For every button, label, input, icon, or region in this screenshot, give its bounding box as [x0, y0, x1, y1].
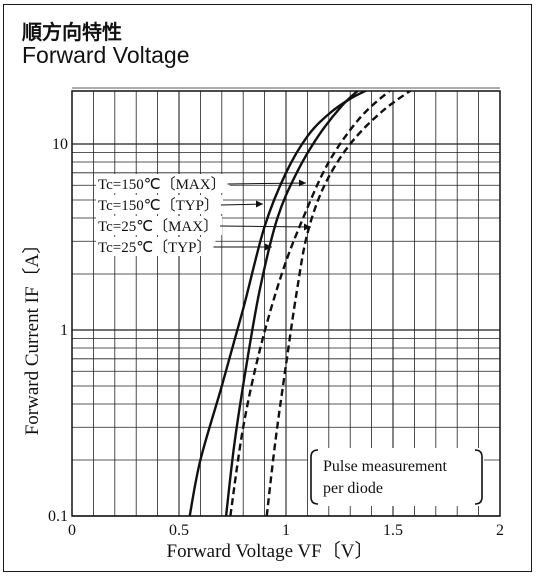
x-tick-label: 0: [68, 522, 76, 539]
tick-labels: 0 0.5 1 1.5 2 0.1 1 10: [48, 136, 504, 539]
x-tick-label: 1: [282, 522, 290, 539]
grid: [72, 87, 500, 517]
x-tick-label: 2: [496, 522, 504, 539]
legend-label-background: [96, 195, 223, 214]
chart-title-english: Forward Voltage: [22, 42, 190, 68]
y-tick-label: 10: [52, 136, 68, 153]
note-bracket-right: [474, 449, 483, 505]
y-axis-label: Forward Current IF〔A〕: [21, 235, 43, 436]
series-curve: [188, 91, 369, 516]
note-line: per diode: [323, 480, 383, 497]
note-background: [308, 448, 484, 506]
legend: Tc=150℃〔MAX〕 Tc=150℃〔TYP〕 Tc=25℃〔MAX〕 Tc=25…: [96, 174, 312, 256]
legend-arrowhead: [256, 200, 263, 208]
x-axis-label: Forward Voltage VF〔V〕: [167, 540, 374, 562]
legend-label: Tc=25℃〔TYP〕: [98, 239, 211, 256]
legend-arrowhead: [265, 243, 272, 251]
series-curve: [224, 91, 360, 516]
legend-label-background: [96, 174, 230, 193]
note-line: Pulse measurement: [323, 458, 448, 475]
y-tick-label: 1: [60, 322, 68, 339]
legend-label: Tc=150℃〔MAX〕: [98, 176, 226, 193]
legend-label-background: [96, 216, 223, 235]
legend-leader-line: [220, 225, 312, 228]
legend-leader-line: [227, 182, 307, 185]
legend-label: Tc=25℃〔MAX〕: [98, 218, 218, 235]
legend-arrowhead: [299, 179, 306, 187]
legend-label-background: [96, 237, 216, 256]
chart-title-japanese: 順方向特性: [22, 20, 122, 44]
x-tick-label: 1.5: [383, 522, 403, 539]
plot-border: [71, 90, 501, 517]
legend-leader-line: [220, 203, 264, 206]
curves: [188, 91, 413, 516]
series-curve: [265, 91, 413, 516]
note-bracket-left: [310, 449, 319, 505]
x-tick-label: 0.5: [169, 522, 189, 539]
y-tick-label: 0.1: [48, 508, 68, 525]
legend-arrowhead: [304, 223, 311, 231]
measurement-note: Pulse measurement per diode: [308, 448, 484, 506]
legend-label: Tc=150℃〔TYP〕: [98, 197, 219, 214]
series-curve: [229, 91, 392, 516]
